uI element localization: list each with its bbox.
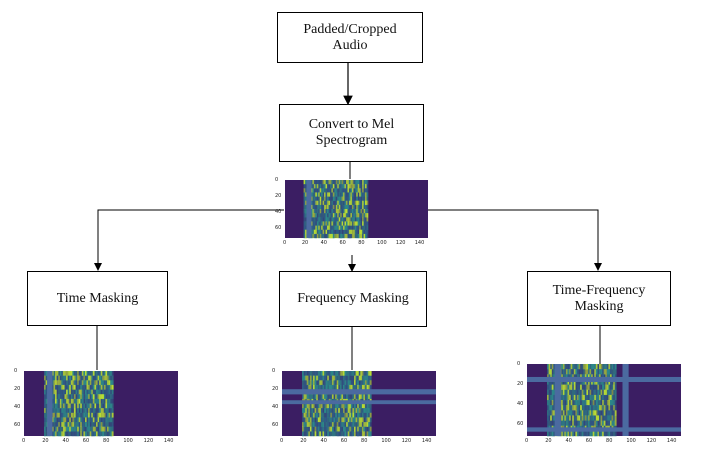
x-tick-label: 100 [123,438,133,444]
y-tick-label: 0 [275,177,279,183]
time-frequency-masking-label: Time-Frequency Masking [552,282,646,314]
y-tick-label: 20 [14,386,21,393]
y-tick-label: 0 [517,361,521,367]
convert-to-mel-box: Convert to Mel Spectrogram [279,104,424,162]
x-tick-label: 40 [565,438,572,444]
x-tick-label: 140 [666,438,677,444]
x-tick-label: 60 [339,240,346,246]
mask-band [282,389,436,395]
y-tick-label: 20 [517,381,524,387]
x-tick-label: 20 [300,438,307,444]
x-tick-label: 0 [283,240,287,246]
y-tick-label: 60 [14,422,21,429]
x-tick-label: 40 [62,438,69,444]
y-tick-label: 40 [517,401,524,407]
mask-band [282,400,436,405]
time-masking-box: Time Masking [27,271,168,326]
y-tick-label: 0 [272,368,276,374]
x-tick-label: 140 [163,438,174,444]
arrow-to-tf [428,209,602,271]
mel-spectrogram-image: 0 20 40 60 80 100 120 140 0 20 40 60 [275,178,430,248]
x-tick-label: 20 [545,438,552,444]
time-masking-label: Time Masking [56,290,139,306]
y-tick-label: 40 [275,209,282,216]
y-tick-label: 60 [517,421,524,427]
x-tick-label: 140 [414,240,425,246]
mask-band [622,364,629,436]
frequency-masking-box: Frequency Masking [279,271,427,327]
x-tick-label: 20 [301,240,309,246]
y-tick-label: 60 [275,225,282,232]
frequency-masking-label: Frequency Masking [297,291,409,306]
padded-cropped-audio-box: Padded/Cropped Audio [277,12,423,63]
x-tick-label: 120 [143,438,154,444]
x-tick-label: 40 [320,240,327,246]
x-tick-label: 80 [103,438,110,444]
x-tick-label: 80 [358,240,365,246]
x-tick-label: 100 [626,438,636,444]
x-tick-label: 120 [401,438,412,444]
x-tick-label: 60 [82,438,90,444]
x-tick-label: 120 [646,438,657,444]
mask-band [47,371,53,436]
time-frequency-masking-box: Time-Frequency Masking [527,271,671,326]
time-masked-spectrogram-image: 0 20 40 60 80 100 120 140 0 20 40 60 [14,369,180,446]
frequency-masked-spectrogram-image: 0 20 40 60 80 100 120 140 0 20 40 60 [272,369,438,446]
spectrogram-plot [285,180,428,239]
spectrogram-plot [527,364,681,437]
convert-to-mel-label: Convert to Mel Spectrogram [308,117,395,148]
mask-band [527,427,681,432]
x-tick-label: 120 [395,240,406,246]
y-tick-label: 0 [14,368,18,374]
y-tick-label: 40 [272,404,279,411]
x-tick-label: 0 [280,438,284,444]
spectrogram-plot [24,371,178,437]
x-tick-label: 40 [320,438,327,444]
x-tick-label: 80 [361,438,368,444]
y-tick-label: 40 [14,404,21,411]
x-tick-label: 0 [22,438,26,444]
x-tick-label: 80 [606,438,613,444]
mask-band [554,364,561,436]
time-frequency-masked-spectrogram-image: 0 20 40 60 80 100 120 140 0 20 40 60 [517,362,683,446]
y-tick-label: 20 [272,386,279,393]
mask-band [527,376,681,382]
mask-band [306,180,312,238]
y-tick-label: 60 [272,422,279,429]
spectrogram-plot [282,371,436,437]
x-tick-label: 140 [421,438,432,444]
x-tick-label: 60 [585,438,593,444]
arrow-to-time [94,209,284,271]
x-tick-label: 60 [340,438,348,444]
x-tick-label: 100 [381,438,391,444]
x-tick-label: 20 [42,438,49,444]
x-tick-label: 0 [525,438,529,444]
x-tick-label: 100 [377,240,387,246]
y-tick-label: 20 [275,193,282,200]
padded-cropped-audio-label: Padded/Cropped Audio [303,21,397,53]
